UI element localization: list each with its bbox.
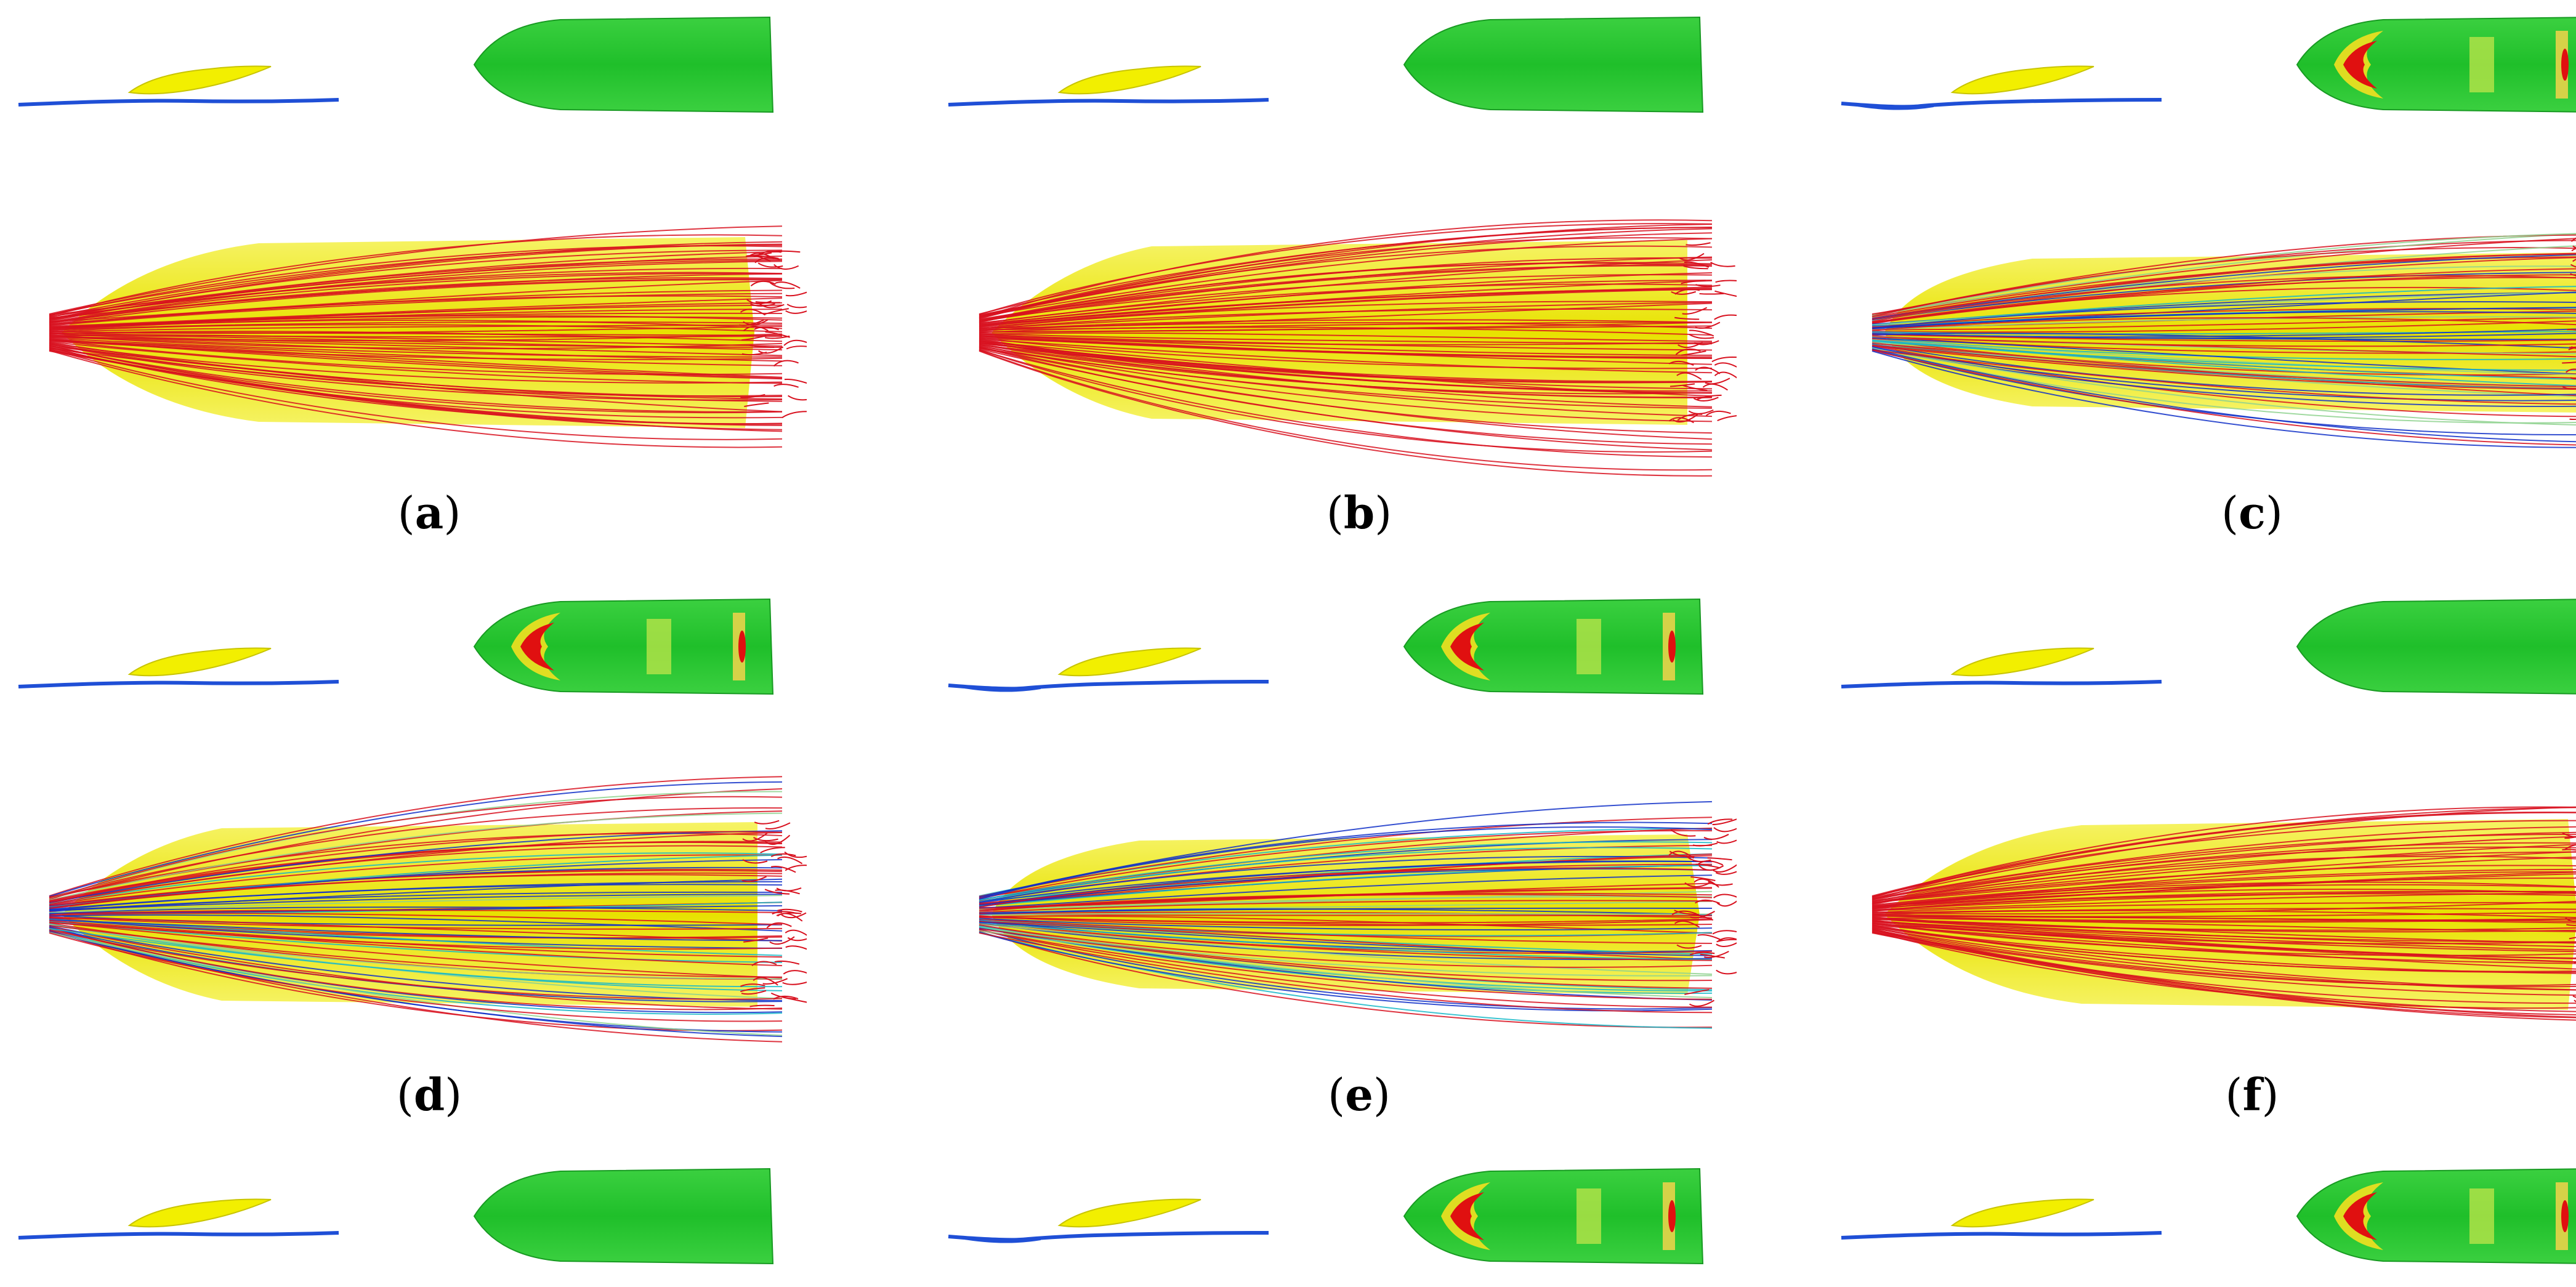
waterline-wave <box>1841 1231 2162 1240</box>
hull-side-view <box>127 647 272 677</box>
panel-i <box>1823 1164 2576 1287</box>
panel-label: c <box>2239 486 2266 539</box>
streamlines <box>1871 233 2576 448</box>
side-view-f <box>1841 647 2162 688</box>
streamlines <box>979 219 1737 477</box>
streamline-view-d <box>49 776 807 1043</box>
panel-b: (b) <box>930 0 1788 554</box>
streamline-view-f <box>1871 806 2576 1021</box>
side-view-e <box>948 647 1269 692</box>
top-view-g <box>473 1168 774 1265</box>
panel-f: (f) <box>1823 582 2576 1136</box>
wave-trough <box>961 685 1041 692</box>
streamline-view-e <box>979 801 1737 1029</box>
panel-label: d <box>413 1068 445 1121</box>
hull-top-view <box>473 16 774 113</box>
waterline-wave <box>18 98 339 107</box>
streamlines <box>49 776 807 1043</box>
hull-top-view <box>473 1168 774 1265</box>
top-view-i <box>2296 1168 2576 1264</box>
panel-a: (a) <box>0 0 858 554</box>
panel-g <box>0 1164 858 1287</box>
panel-c: (c) <box>1823 0 2576 554</box>
hull-side-view <box>127 65 272 95</box>
streamlines <box>1871 806 2576 1021</box>
waterline-wave <box>18 1231 339 1240</box>
wave-trough <box>961 1237 1041 1243</box>
side-view-i <box>1841 1198 2162 1240</box>
panel-caption-b: (b) <box>1326 486 1392 539</box>
panel-d: (d) <box>0 582 858 1136</box>
panel-caption-a: (a) <box>397 486 461 539</box>
top-view-h <box>1403 1168 1704 1265</box>
side-view-b <box>948 65 1269 107</box>
streamlines <box>49 225 807 448</box>
panel-caption-f: (f) <box>2225 1068 2279 1121</box>
side-view-c <box>1841 65 2162 110</box>
panel-caption-d: (d) <box>396 1068 462 1121</box>
top-view-e <box>1403 598 1704 695</box>
panel-label: a <box>414 486 444 539</box>
side-view-h <box>948 1198 1269 1243</box>
hull-side-view <box>1950 647 2094 677</box>
waterline-wave <box>948 98 1269 107</box>
top-view-c <box>2296 17 2576 113</box>
hull-side-view <box>127 1198 272 1228</box>
panel-caption-c: (c) <box>2221 486 2283 539</box>
top-view-f <box>2296 599 2576 695</box>
streamline-view-b <box>979 219 1737 477</box>
panel-h <box>930 1164 1788 1287</box>
panel-caption-e: (e) <box>1328 1068 1391 1121</box>
hull-top-view <box>1403 16 1704 113</box>
hull-top-view <box>2296 599 2576 695</box>
hull-plan-view <box>991 834 1700 994</box>
top-view-a <box>473 16 774 113</box>
streamline-view-c <box>1871 233 2576 448</box>
side-view-a <box>18 65 339 107</box>
top-view-d <box>473 598 774 695</box>
hull-side-view <box>1950 1198 2094 1228</box>
streamline-view-a <box>49 225 807 448</box>
wave-trough <box>1854 103 1934 110</box>
side-view-g <box>18 1198 339 1240</box>
waterline-wave <box>1841 680 2162 688</box>
side-view-d <box>18 647 339 688</box>
panel-label: e <box>1345 1068 1373 1121</box>
hull-side-view <box>1950 65 2094 95</box>
panel-label: b <box>1343 486 1375 539</box>
hull-side-view <box>1057 647 1201 677</box>
panel-e: (e) <box>930 582 1788 1136</box>
hull-side-view <box>1057 1198 1201 1228</box>
waterline-wave <box>18 680 339 688</box>
panel-label: f <box>2242 1068 2262 1121</box>
hull-side-view <box>1057 65 1201 95</box>
streamlines <box>979 801 1737 1029</box>
top-view-b <box>1403 16 1704 113</box>
